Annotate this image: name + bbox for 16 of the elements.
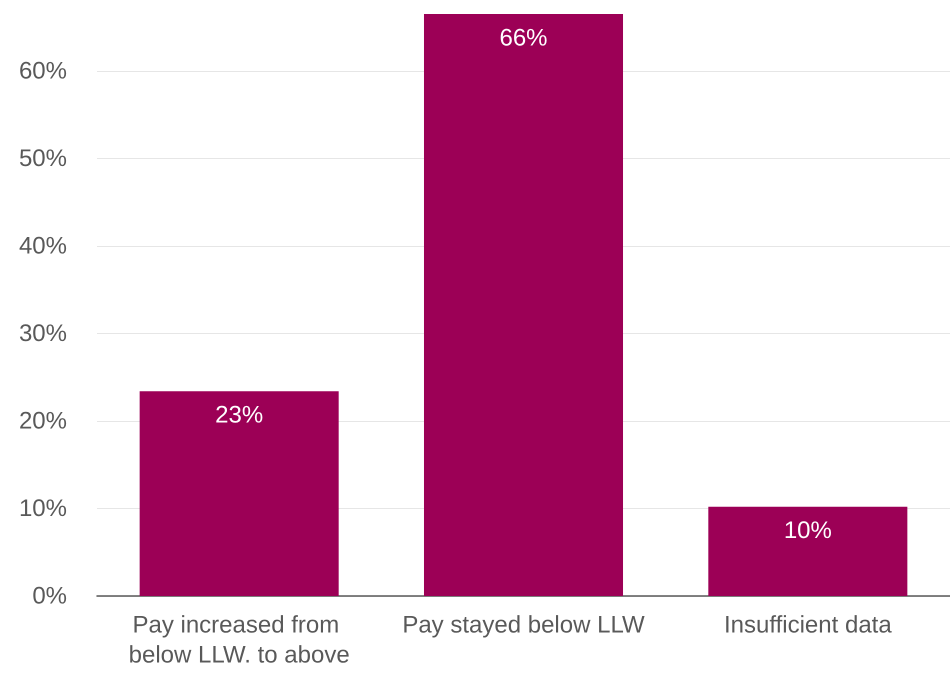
x-tick-label: Pay stayed below LLW: [402, 612, 646, 638]
x-tick-label: Insufficient data: [724, 612, 892, 638]
y-tick-label: 40%: [18, 232, 67, 260]
y-tick-label: 60%: [18, 57, 67, 84]
bar: [424, 14, 624, 596]
bar: [140, 391, 339, 596]
data-label: 10%: [784, 517, 832, 544]
y-tick-label: 50%: [18, 144, 67, 172]
data-label: 23%: [215, 402, 264, 429]
x-tick-label: Pay increased from below LLW. to above: [128, 612, 350, 668]
y-tick-label: 10%: [18, 494, 67, 522]
bar: [708, 506, 908, 596]
y-tick-label: 30%: [18, 320, 67, 347]
data-label: 66%: [499, 24, 548, 52]
y-tick-label: 0%: [32, 582, 67, 610]
y-tick-label: 20%: [18, 407, 67, 434]
